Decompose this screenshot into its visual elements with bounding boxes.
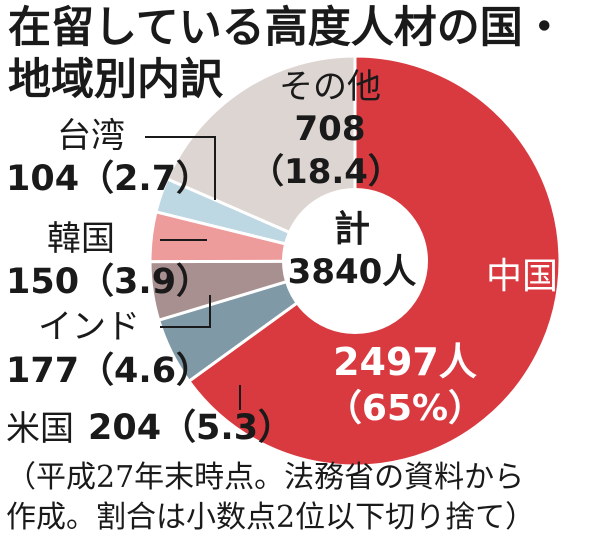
slice-label-china: 中国: [486, 256, 558, 297]
label-india-value: 177（4.6）: [6, 351, 212, 391]
donut-hole: [282, 188, 428, 334]
label-taiwan-value: 104（2.7）: [6, 159, 212, 199]
leader-lines: [145, 136, 241, 410]
leader-line-taiwan: [145, 136, 216, 200]
chart-title-line1: 在留している高度人材の国・: [8, 3, 566, 53]
slice-label-other: その他: [279, 67, 381, 107]
label-korea-value: 150（3.9）: [6, 262, 212, 302]
source-footnote: （平成27年末時点。法務省の資料から 作成。割合は小数点2位以下切り捨て）: [6, 458, 598, 538]
slice-value-china: 2497人: [333, 340, 477, 384]
label-korea-name: 韓国: [47, 219, 115, 259]
slice-percent-other: （18.4）: [250, 152, 402, 192]
label-taiwan-name: 台湾: [57, 116, 125, 156]
footnote-line1: （平成27年末時点。法務省の資料から: [6, 460, 525, 495]
chart-title-line2: 地域別内訳: [8, 55, 223, 105]
chart-title: 在留している高度人材の国・ 地域別内訳: [8, 2, 598, 106]
center-total-label: 計: [334, 209, 370, 250]
slice-value-other: 708: [295, 109, 366, 149]
leader-line-india: [160, 295, 211, 328]
label-usa-value: 204（5.3）: [88, 408, 294, 448]
slice-percent-china: （65%）: [326, 388, 484, 429]
footnote-line2: 作成。割合は小数点2位以下切り捨て）: [6, 500, 536, 535]
label-india-name: インド: [38, 307, 140, 347]
label-usa-name: 米国: [6, 409, 74, 449]
center-total-value: 3840人: [288, 252, 417, 292]
